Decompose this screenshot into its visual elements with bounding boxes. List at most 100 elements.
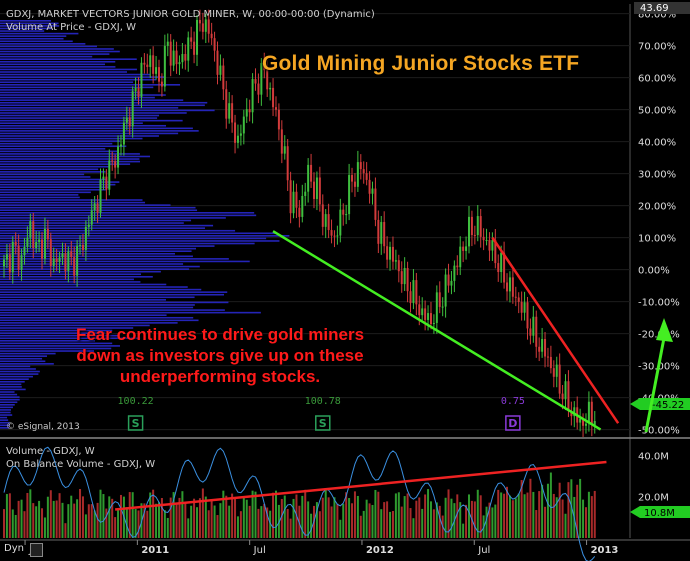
volume-profile-bar: [0, 91, 141, 94]
candle-body: [269, 87, 272, 90]
volume-bar: [5, 494, 8, 538]
candle-body: [58, 257, 61, 262]
volume-bar: [310, 513, 313, 538]
breakout-arrow: [644, 318, 673, 433]
volume-bar: [216, 515, 219, 538]
volume-bar: [175, 503, 178, 538]
volume-profile-bar: [0, 99, 184, 101]
volume-bar: [269, 510, 272, 538]
candle-body: [26, 237, 29, 247]
candle-body: [93, 203, 96, 211]
volume-bar: [365, 499, 368, 538]
volume-profile-bar: [0, 107, 179, 109]
volume-bar: [362, 510, 365, 538]
volume-profile-bar: [0, 401, 18, 404]
volume-profile-bar: [0, 386, 22, 388]
volume-profile-bar: [0, 66, 116, 68]
candle-body: [485, 239, 488, 241]
volume-bar: [105, 508, 108, 538]
candle-body: [368, 179, 371, 194]
candle-body: [327, 214, 330, 231]
volume-profile-bar: [0, 393, 18, 396]
volume-bar: [79, 489, 82, 538]
candle-body: [187, 37, 190, 61]
dynamic-toggle-button[interactable]: [30, 543, 43, 557]
volume-bar: [32, 503, 35, 538]
volume-profile-bar: [0, 329, 113, 332]
signal-marker-box: [505, 415, 521, 431]
volume-profile-bar: [0, 255, 193, 258]
volume-bar: [160, 498, 163, 538]
volume-profile-bar: [0, 332, 106, 334]
candle-body: [155, 67, 158, 74]
candle-body: [3, 259, 5, 267]
volume-profile-bar: [0, 373, 39, 375]
volume-bar: [424, 494, 427, 538]
candle-body: [573, 407, 576, 417]
y-tick-label: 10.00%: [638, 234, 676, 245]
volume-profile-bar: [0, 388, 26, 391]
candle-body: [541, 339, 544, 352]
volume-profile-bar: [0, 235, 290, 237]
y-tick-label: -10.00%: [638, 298, 680, 309]
candle-body: [172, 50, 175, 66]
chart-title: GDXJ, MARKET VECTORS JUNIOR GOLD MINER, …: [6, 9, 375, 20]
volume-bar: [52, 500, 55, 538]
candle-body: [219, 65, 222, 75]
volume-bar: [90, 504, 93, 538]
volume-profile-bar: [0, 357, 43, 360]
volume-profile-bar: [0, 204, 171, 206]
candle-body: [114, 161, 117, 168]
candle-body: [175, 50, 178, 65]
candle-body: [415, 280, 418, 305]
volume-panel: 40.0M 20.0M 10.8M: [3, 446, 690, 561]
volume-profile-bar: [0, 219, 192, 222]
volume-bar: [500, 492, 503, 538]
volume-bar: [17, 500, 20, 538]
last-change-badge: [630, 398, 690, 410]
volume-bar: [488, 502, 491, 538]
volume-bar: [394, 493, 397, 538]
volume-bar: [46, 496, 49, 538]
volume-bar: [286, 508, 289, 538]
candle-body: [453, 265, 456, 281]
candle-body: [20, 255, 23, 270]
candle-body: [310, 164, 313, 182]
volume-bar: [260, 506, 263, 538]
volume-profile-bar: [0, 45, 97, 48]
obv-panel-title: On Balance Volume - GDXJ, W: [6, 459, 156, 470]
volume-profile-bar: [0, 48, 114, 50]
volume-bar: [64, 523, 67, 538]
volume-bar: [307, 501, 310, 538]
candle-body: [339, 209, 342, 236]
candle-body: [567, 381, 570, 411]
candle-body: [462, 246, 465, 251]
dynamic-mode-label: Dyn: [4, 543, 24, 554]
candle-body: [111, 160, 114, 162]
volume-profile-bar: [0, 404, 15, 406]
volume-profile-bar: [0, 263, 184, 265]
candle-body: [403, 267, 406, 285]
volume-bar: [239, 511, 242, 538]
volume-profile-bar: [0, 345, 120, 347]
volume-bar: [234, 497, 237, 538]
volume-profile-bar: [0, 291, 228, 293]
volume-bar: [444, 497, 447, 538]
volume-bar: [3, 509, 5, 538]
volume-bar: [561, 499, 564, 538]
candle-body: [593, 420, 596, 425]
y-tick-label: 0.00%: [638, 266, 670, 277]
candle-body: [292, 191, 295, 214]
volume-bar: [111, 498, 114, 538]
volume-profile-bar: [0, 145, 127, 148]
volume-profile-bar: [0, 283, 167, 286]
candle-body: [479, 216, 482, 237]
volume-bar: [289, 518, 292, 538]
volume-profile-bar: [0, 181, 120, 183]
volume-at-price-label: Volume At Price - GDXJ, W: [6, 22, 136, 33]
candle-body: [43, 228, 46, 259]
volume-profile-bar: [0, 304, 195, 306]
signal-value-label: 100.78: [305, 396, 341, 407]
volume-profile-bar: [0, 194, 79, 196]
candle-body: [266, 70, 269, 90]
